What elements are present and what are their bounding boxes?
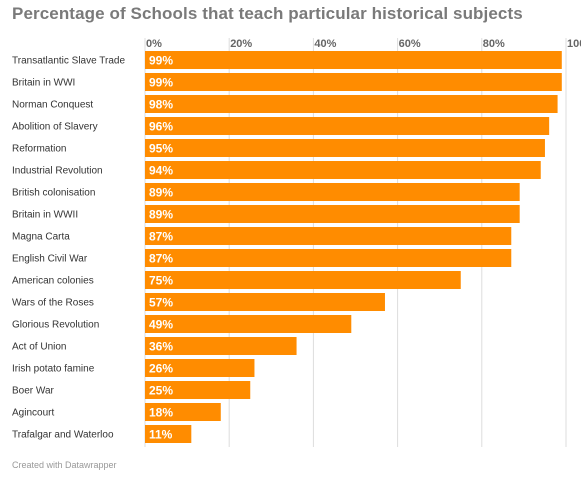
bar — [145, 359, 255, 377]
category-label: Britain in WWI — [12, 78, 75, 89]
bar — [145, 183, 520, 201]
value-labels: 99% 99% 98% 96% 95% 94% 89% 89% 87% 87% 75% 57% 49% 3… — [149, 54, 173, 442]
category-label: Magna Carta — [12, 232, 70, 243]
category-label: American colonies — [12, 276, 94, 287]
value-label: 99% — [149, 54, 173, 68]
bar — [145, 381, 251, 399]
value-label: 87% — [149, 230, 173, 244]
bar — [145, 293, 385, 311]
value-label: 89% — [149, 208, 173, 222]
value-label: 26% — [149, 362, 173, 376]
bar — [145, 205, 520, 223]
bar — [145, 425, 192, 443]
value-label: 95% — [149, 142, 173, 156]
category-label: Act of Union — [12, 342, 66, 353]
value-label: 87% — [149, 252, 173, 266]
bar — [145, 403, 221, 421]
footer-credit: Created with Datawrapper — [12, 460, 117, 470]
bar — [145, 95, 558, 113]
value-label: 94% — [149, 164, 173, 178]
category-label: English Civil War — [12, 254, 88, 265]
category-label: British colonisation — [12, 188, 95, 199]
bar — [145, 249, 512, 267]
value-label: 36% — [149, 340, 173, 354]
bar — [145, 337, 297, 355]
category-labels: Transatlantic Slave Trade Britain in WWI N… — [12, 56, 125, 441]
category-label: Agincourt — [12, 408, 54, 419]
category-label: Transatlantic Slave Trade — [12, 56, 125, 67]
value-label: 75% — [149, 274, 173, 288]
x-tick-label: 60% — [399, 38, 421, 50]
bar — [145, 271, 461, 289]
x-axis-ticks: 0% 20% 40% 60% 80% 100% — [146, 38, 581, 50]
category-label: Irish potato famine — [12, 364, 95, 375]
bar — [145, 117, 550, 135]
x-tick-label: 20% — [230, 38, 252, 50]
category-label: Abolition of Slavery — [12, 122, 98, 133]
value-label: 89% — [149, 186, 173, 200]
x-tick-label: 40% — [314, 38, 336, 50]
category-label: Boer War — [12, 386, 55, 397]
value-label: 18% — [149, 406, 173, 420]
bar — [145, 73, 562, 91]
category-label: Wars of the Roses — [12, 298, 94, 309]
value-label: 98% — [149, 98, 173, 112]
category-label: Trafalgar and Waterloo — [12, 430, 114, 441]
value-label: 11% — [149, 428, 173, 442]
x-tick-label: 100% — [567, 38, 581, 50]
chart-title: Percentage of Schools that teach particu… — [12, 4, 523, 23]
bar — [145, 51, 562, 69]
bars — [145, 51, 562, 443]
bar — [145, 139, 545, 157]
x-tick-label: 0% — [146, 38, 162, 50]
value-label: 96% — [149, 120, 173, 134]
value-label: 49% — [149, 318, 173, 332]
category-label: Industrial Revolution — [12, 166, 103, 177]
category-label: Britain in WWII — [12, 210, 78, 221]
category-label: Reformation — [12, 144, 66, 155]
value-label: 99% — [149, 76, 173, 90]
bar — [145, 227, 512, 245]
bar — [145, 161, 541, 179]
x-tick-label: 80% — [483, 38, 505, 50]
category-label: Norman Conquest — [12, 100, 93, 111]
value-label: 57% — [149, 296, 173, 310]
bar — [145, 315, 352, 333]
category-label: Glorious Revolution — [12, 320, 99, 331]
value-label: 25% — [149, 384, 173, 398]
